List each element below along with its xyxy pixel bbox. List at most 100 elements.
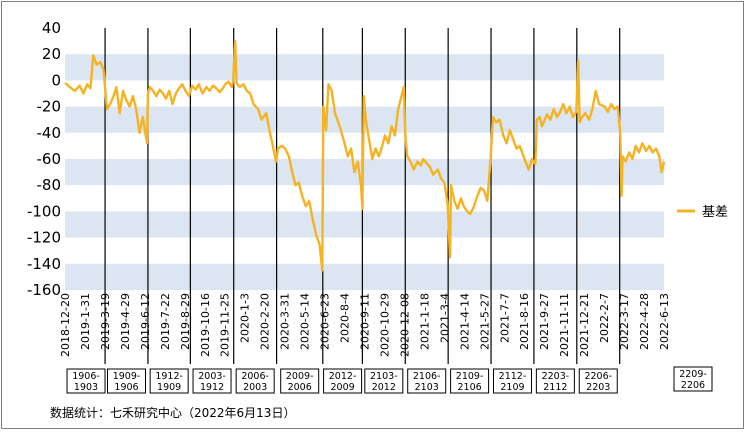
y-tick-label: -120 <box>27 229 61 247</box>
x-tick-label: 2022-6-13 <box>658 293 671 350</box>
rollover-box: 2106-2103 <box>407 368 447 394</box>
x-tick-label: 2019-1-31 <box>79 293 92 350</box>
rollover-boxes: 1906-19031909-19061912-19092003-19122006… <box>66 366 713 394</box>
rollover-box-label: 2206 <box>681 380 705 391</box>
x-tick-label: 2020-3-31 <box>279 293 292 350</box>
x-tick-label: 2019-3-19 <box>99 293 112 350</box>
rollover-box-label: 2112- <box>499 371 527 382</box>
x-tick-label: 2020-9-11 <box>359 293 372 350</box>
rollover-box-label: 2106- <box>413 371 441 382</box>
rollover-box: 2103-2012 <box>364 368 404 394</box>
y-tick-label: -160 <box>27 281 61 299</box>
x-tick-label: 2020-10-29 <box>378 293 391 357</box>
rollover-box-label: 2009- <box>286 371 314 382</box>
x-tick-label: 2018-12-20 <box>59 293 72 357</box>
rollover-box: 2006-2003 <box>235 368 275 394</box>
x-tick-label: 2021-9-27 <box>538 293 551 350</box>
series-layer <box>64 39 666 272</box>
x-tick-label: 2022-4-28 <box>638 293 651 350</box>
rollover-box-label: 1912 <box>200 382 224 393</box>
x-tick-label: 2021-3-4 <box>438 293 451 343</box>
rollover-box-label: 1906- <box>72 371 100 382</box>
rollover-box-label: 2003 <box>243 382 267 393</box>
rollover-box: 2203-2112 <box>535 368 575 394</box>
x-tick-label: 2021-7-7 <box>498 293 511 343</box>
y-tick-label: 40 <box>42 19 61 37</box>
x-tick-label: 2019-6-12 <box>139 293 152 350</box>
y-tick-label: -80 <box>37 176 62 194</box>
rollover-box: 2012-2009 <box>323 368 363 394</box>
y-tick-label: -140 <box>27 255 61 273</box>
rollover-box-label: 1912- <box>155 371 183 382</box>
rollover-box: 2206-2203 <box>578 368 618 394</box>
grid-band <box>65 159 664 186</box>
rollover-box-label: 2003- <box>198 371 226 382</box>
rollover-box-label: 2006- <box>241 371 269 382</box>
x-tick-label: 2020-1-3 <box>239 293 252 343</box>
series-line-basis <box>64 39 666 272</box>
rollover-lines <box>104 28 621 364</box>
rollover-box: 2209-2206 <box>673 366 713 392</box>
rollover-box-label: 2209- <box>679 369 707 380</box>
rollover-box-label: 2006 <box>288 382 312 393</box>
x-tick-label: 2019-8-29 <box>179 293 192 350</box>
x-tick-label: 2019-11-25 <box>219 293 232 357</box>
legend: 基差 <box>677 205 728 220</box>
grid-band <box>65 263 664 290</box>
x-tick-label: 2021-5-27 <box>478 293 491 350</box>
y-tick-label: -40 <box>37 124 62 142</box>
x-tick-label: 2019-4-29 <box>119 293 132 350</box>
rollover-box-label: 2012 <box>372 382 396 393</box>
rollover-box-label: 2103 <box>415 382 439 393</box>
x-axis: 2018-12-20 2019-1-31 2019-3-19 2019-4-29 201… <box>59 293 671 357</box>
y-tick-label: -60 <box>37 150 62 168</box>
x-tick-label: 2021-12-21 <box>578 293 591 357</box>
grid-band <box>65 211 664 238</box>
rollover-box-label: 1909- <box>113 371 141 382</box>
legend-label: 基差 <box>702 205 728 220</box>
source-note: 数据统计：七禾研究中心（2022年6月13日） <box>50 406 296 420</box>
y-tick-label: -20 <box>37 98 62 116</box>
x-tick-label: 2022-2-7 <box>598 293 611 343</box>
rollover-box-label: 2106 <box>458 382 482 393</box>
x-tick-label: 2021-11-11 <box>558 293 571 357</box>
x-tick-label: 2020-6-23 <box>319 293 332 350</box>
x-tick-label: 2021-8-16 <box>518 293 531 350</box>
x-tick-label: 2022-3-17 <box>618 293 631 350</box>
x-tick-label: 2020-8-4 <box>339 293 352 343</box>
y-tick-label: 20 <box>42 45 61 63</box>
y-axis: 40 20 0 -20 -40 -60 -80 -100 -120 -140 -160 <box>27 19 61 299</box>
rollover-box-label: 2203- <box>542 371 570 382</box>
rollover-box-label: 1909 <box>157 382 181 393</box>
rollover-box: 1906-1903 <box>66 368 106 394</box>
rollover-box-label: 2103- <box>370 371 398 382</box>
x-tick-label: 2021-1-18 <box>418 293 431 350</box>
y-tick-label: -100 <box>27 202 61 220</box>
rollover-box-label: 2203 <box>586 382 610 393</box>
rollover-box-label: 2206- <box>584 371 612 382</box>
plot-bands <box>65 54 664 290</box>
x-tick-label: 2021-4-14 <box>458 293 471 350</box>
x-tick-label: 2019-10-16 <box>199 293 212 357</box>
rollover-box-label: 2112 <box>543 382 567 393</box>
rollover-box-label: 1903 <box>74 382 98 393</box>
rollover-box-label: 2009 <box>330 382 354 393</box>
rollover-box-label: 2109- <box>456 371 484 382</box>
rollover-box: 2009-2006 <box>280 368 320 394</box>
rollover-box: 1912-1909 <box>149 368 189 394</box>
rollover-box-label: 1906 <box>114 382 138 393</box>
rollover-box: 2003-1912 <box>192 368 232 394</box>
rollover-box: 2112-2109 <box>492 368 532 394</box>
rollover-box: 2109-2106 <box>450 368 490 394</box>
x-tick-label: 2020-12-08 <box>398 293 411 357</box>
x-tick-label: 2019-7-22 <box>159 293 172 350</box>
y-tick-label: 0 <box>51 71 61 89</box>
rollover-box: 1909-1906 <box>107 368 147 394</box>
x-tick-label: 2020-2-20 <box>259 293 272 350</box>
grid-band <box>65 54 664 81</box>
rollover-box-label: 2012- <box>329 371 357 382</box>
rollover-box-label: 2109 <box>500 382 524 393</box>
x-tick-label: 2020-5-14 <box>299 293 312 350</box>
